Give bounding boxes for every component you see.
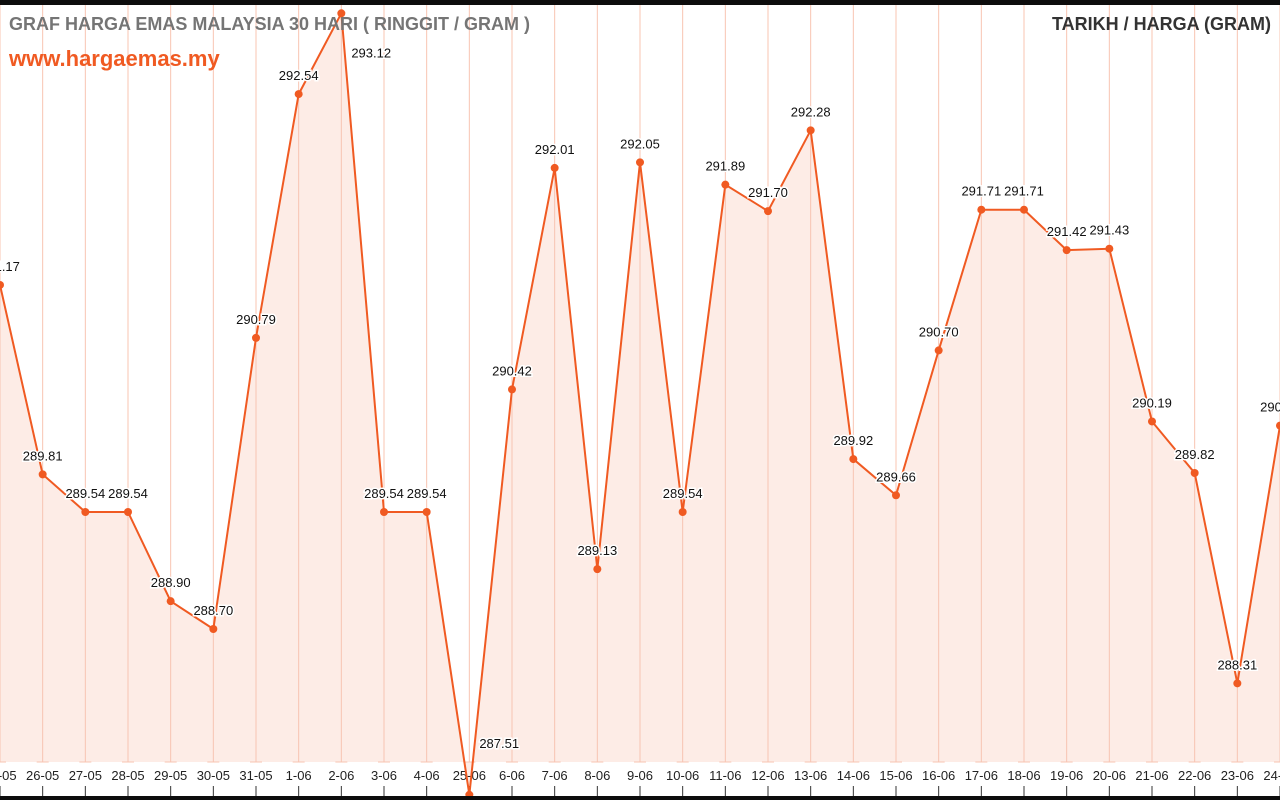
data-point — [892, 491, 900, 500]
data-point — [1148, 417, 1156, 426]
data-label: 289.54 — [663, 486, 703, 501]
data-point — [636, 158, 644, 167]
data-point — [124, 508, 132, 516]
data-point — [550, 163, 559, 172]
data-point — [0, 280, 4, 289]
data-label: 288.31 — [1217, 657, 1257, 672]
data-point — [166, 597, 175, 606]
x-tick-label: 24-06 — [1263, 768, 1280, 783]
data-point — [1020, 205, 1028, 214]
x-tick-label: 2-06 — [328, 768, 354, 783]
data-label: 289.13 — [577, 543, 617, 558]
x-tick-label: 9-06 — [627, 768, 653, 783]
data-point — [1190, 468, 1199, 477]
data-label: 291.42 — [1047, 224, 1087, 239]
data-point — [678, 508, 687, 516]
data-label: 292.28 — [791, 104, 831, 119]
site-link[interactable]: www.hargaemas.my — [9, 46, 220, 71]
data-point — [337, 9, 346, 18]
data-point — [81, 508, 90, 516]
data-label: 291.70 — [748, 185, 788, 200]
chart-legend: TARIKH / HARGA (GRAM) — [1052, 14, 1271, 34]
data-point — [1276, 421, 1280, 430]
x-tick-label: 25-05 — [0, 768, 17, 783]
x-tick-label: 21-06 — [1135, 768, 1168, 783]
x-tick-label: 20-06 — [1093, 768, 1126, 783]
data-label: 291.71 — [1004, 184, 1044, 199]
data-label: 289.66 — [876, 469, 916, 484]
x-tick-label: 13-06 — [794, 768, 827, 783]
data-label: 291.89 — [705, 159, 745, 174]
data-label: 287.51 — [479, 736, 519, 751]
x-tick-label: 1-06 — [286, 768, 312, 783]
x-tick-label: 14-06 — [837, 768, 870, 783]
chart-title: GRAF HARGA EMAS MALAYSIA 30 HARI ( RINGG… — [9, 14, 531, 34]
data-label: 289.82 — [1175, 447, 1215, 462]
data-point — [294, 90, 303, 99]
data-point — [508, 385, 516, 394]
data-label: 289.54 — [407, 486, 447, 501]
data-point — [209, 625, 218, 634]
x-tick-label: 12-06 — [751, 768, 784, 783]
data-label: 289.92 — [833, 433, 873, 448]
data-point — [422, 508, 431, 516]
x-tick-label: 31-05 — [239, 768, 272, 783]
data-point — [593, 565, 602, 574]
data-point — [38, 470, 47, 479]
x-tick-label: 28-05 — [111, 768, 144, 783]
data-point — [977, 205, 986, 214]
x-tick-label: 26-05 — [26, 768, 59, 783]
x-tick-label: 15-06 — [879, 768, 912, 783]
x-tick-label: 22-06 — [1178, 768, 1211, 783]
data-point — [934, 346, 943, 355]
data-point — [1062, 246, 1071, 255]
x-tick-label: 25-06 — [453, 768, 486, 783]
x-tick-label: 30-05 — [197, 768, 230, 783]
data-label: 289.81 — [23, 448, 63, 463]
x-tick-label: 23-06 — [1221, 768, 1254, 783]
data-label: 289.54 — [364, 486, 404, 501]
data-point — [252, 333, 260, 342]
data-label: 290.79 — [236, 312, 276, 327]
data-label: 290.19 — [1132, 395, 1172, 410]
data-point — [380, 508, 388, 516]
data-point — [1105, 244, 1114, 253]
data-label: 289.54 — [65, 486, 105, 501]
data-label: 292.05 — [620, 136, 660, 151]
x-tick-label: 17-06 — [965, 768, 998, 783]
x-tick-label: 8-06 — [584, 768, 610, 783]
data-label: 292.01 — [535, 142, 575, 157]
x-tick-label: 4-06 — [414, 768, 440, 783]
data-label: 293.12 — [351, 45, 391, 60]
x-tick-label: 27-05 — [69, 768, 102, 783]
x-tick-label: 3-06 — [371, 768, 397, 783]
data-label: 292.54 — [279, 68, 319, 83]
x-tick-label: 16-06 — [922, 768, 955, 783]
data-point — [849, 455, 858, 464]
x-tick-label: 11-06 — [709, 768, 741, 783]
data-point — [764, 207, 772, 216]
data-label: 289.54 — [108, 486, 148, 501]
data-point — [1233, 679, 1242, 688]
x-tick-label: 7-06 — [542, 768, 568, 783]
data-point — [806, 126, 815, 135]
data-label: 290.42 — [492, 363, 532, 378]
data-label: 291.43 — [1089, 223, 1129, 238]
data-label: 288.90 — [151, 575, 191, 590]
x-tick-label: 6-06 — [499, 768, 525, 783]
bottom-border — [0, 796, 1280, 800]
data-label: 290.70 — [919, 324, 959, 339]
x-tick-label: 18-06 — [1007, 768, 1040, 783]
x-tick-label: 29-05 — [154, 768, 187, 783]
data-point — [721, 180, 730, 189]
x-tick-label: 10-06 — [666, 768, 699, 783]
x-tick-label: 19-06 — [1050, 768, 1083, 783]
top-border — [0, 0, 1280, 5]
data-label: 291.17 — [0, 259, 20, 274]
data-label: 288.70 — [193, 603, 233, 618]
data-label: 291.71 — [961, 184, 1001, 199]
data-label: 290.16 — [1260, 400, 1280, 415]
